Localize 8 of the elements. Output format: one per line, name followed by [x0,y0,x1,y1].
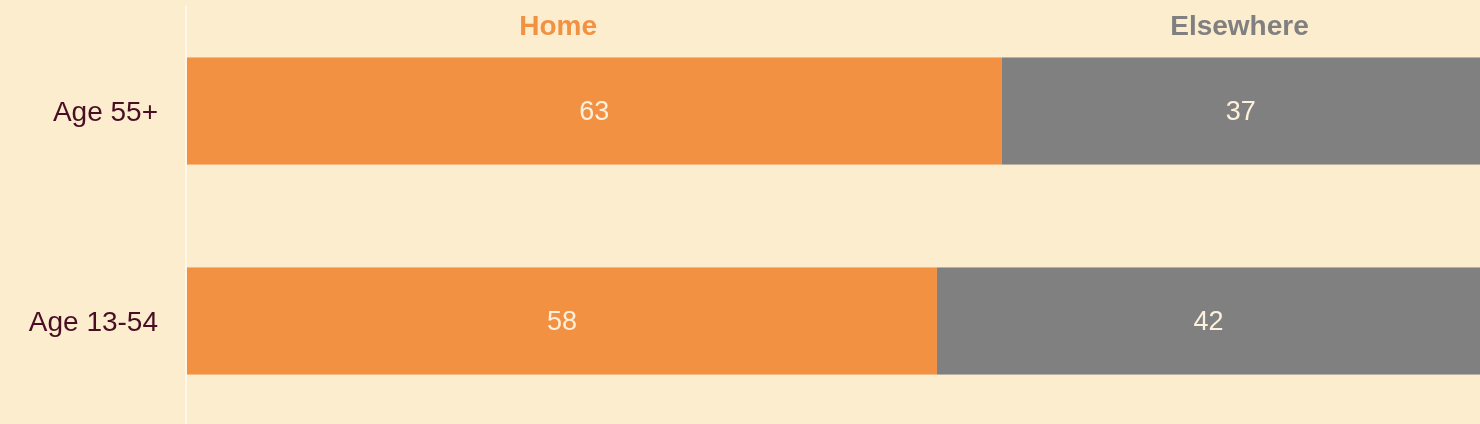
data-label: 42 [1193,306,1224,336]
data-label: 58 [546,306,577,336]
data-label: 37 [1225,96,1256,126]
series-label: Elsewhere [1170,9,1309,41]
y-tick-label: Age 13-54 [28,305,158,337]
series-label: Home [519,9,597,41]
data-label: 63 [579,96,610,126]
y-tick-label: Age 55+ [52,95,158,127]
